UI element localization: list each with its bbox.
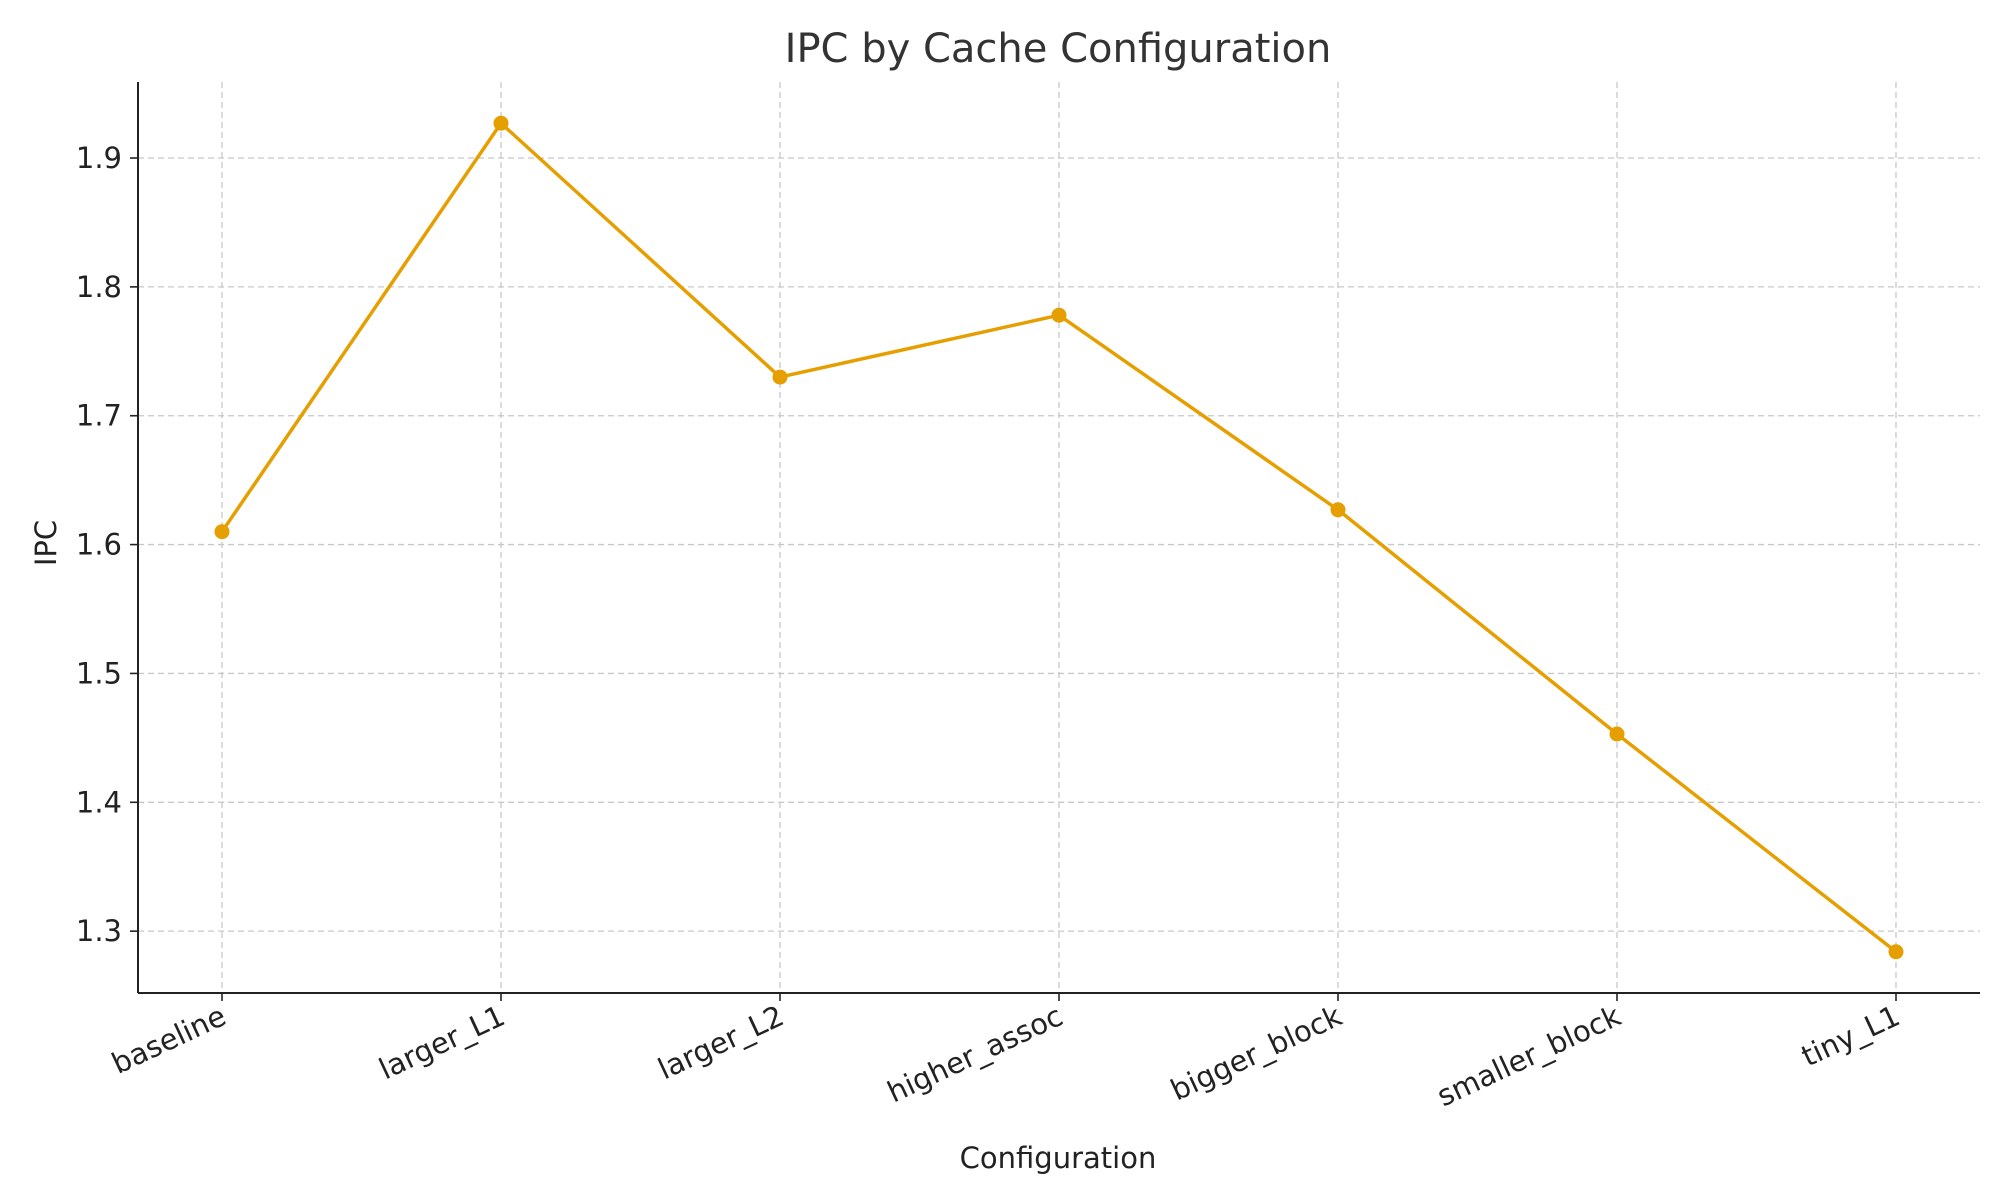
data-point xyxy=(1051,307,1067,323)
x-tick-label: smaller_block xyxy=(1432,998,1626,1113)
data-point xyxy=(1330,502,1346,518)
x-tick-label: larger_L1 xyxy=(374,999,510,1087)
data-point xyxy=(1888,944,1904,960)
grid xyxy=(138,82,1980,993)
x-tick-label: tiny_L1 xyxy=(1796,999,1905,1074)
y-tick-label: 1.3 xyxy=(76,914,122,948)
data-point xyxy=(493,115,509,131)
x-tick-label: baseline xyxy=(107,999,231,1081)
data-point xyxy=(214,524,230,540)
x-axis-label: Configuration xyxy=(960,1141,1157,1175)
y-axis-ticks: 1.3 1.4 1.5 1.6 1.7 1.8 1.9 xyxy=(76,141,138,948)
x-tick-label: bigger_block xyxy=(1165,998,1347,1107)
y-tick-label: 1.4 xyxy=(76,785,122,819)
x-tick-label: higher_assoc xyxy=(882,999,1068,1110)
data-point xyxy=(1609,726,1625,742)
x-tick-label: larger_L2 xyxy=(653,999,789,1087)
x-axis-ticks: baseline larger_L1 larger_L2 higher_assoc bi… xyxy=(107,993,1905,1113)
y-tick-label: 1.7 xyxy=(76,399,122,433)
chart-title: IPC by Cache Configuration xyxy=(785,26,1332,72)
series xyxy=(214,115,1904,960)
data-point xyxy=(772,369,788,385)
y-tick-label: 1.6 xyxy=(76,528,122,562)
y-tick-label: 1.5 xyxy=(76,656,122,690)
y-axis-label: IPC xyxy=(29,520,63,566)
y-tick-label: 1.9 xyxy=(76,141,122,175)
y-tick-label: 1.8 xyxy=(76,270,122,304)
